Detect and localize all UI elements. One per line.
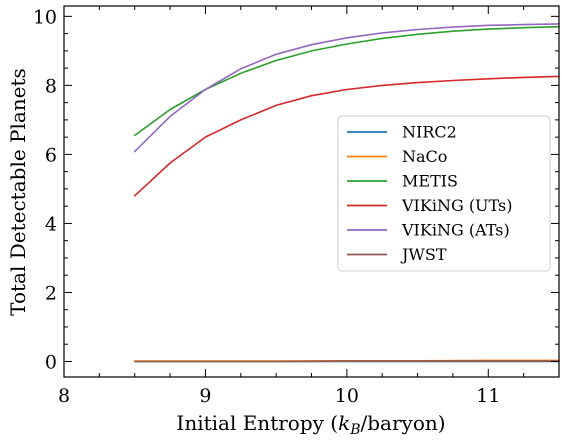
- y-tick-label: 2: [45, 282, 57, 304]
- legend-label-metis: METIS: [402, 172, 458, 191]
- series-line-viking-ats: [133, 23, 560, 153]
- y-axis-label: Total Detectable Planets: [6, 68, 30, 316]
- x-axis-label-subscript: B: [349, 422, 360, 438]
- legend-label-nirc2: NIRC2: [402, 123, 457, 142]
- x-tick-label: 11: [476, 385, 500, 407]
- x-axis-label-main: Initial Entropy (: [176, 411, 338, 435]
- y-tick-label: 0: [45, 351, 57, 373]
- y-tick-label: 6: [45, 144, 57, 166]
- x-tick-label: 8: [58, 385, 70, 407]
- tick-labels: 8 9 10 11 0 2 4 6 8 10: [33, 6, 501, 407]
- legend-label-jwst: JWST: [400, 245, 447, 264]
- x-tick-label: 9: [199, 385, 211, 407]
- series-line-viking-uts: [133, 75, 560, 197]
- x-axis-label-symbol: k: [338, 411, 350, 435]
- y-tick-label: 4: [45, 213, 57, 235]
- legend-label-viking-uts: VIKiNG (UTs): [401, 196, 513, 215]
- legend-label-viking-ats: VIKiNG (ATs): [401, 221, 510, 240]
- legend-box: [337, 115, 551, 272]
- x-tick-label: 10: [335, 385, 359, 407]
- legend: NIRC2 NaCo METIS VIKiNG (UTs) VIKiNG (ATs) JW…: [337, 115, 551, 272]
- legend-label-naco: NaCo: [402, 147, 447, 166]
- y-tick-label: 8: [45, 75, 57, 97]
- y-tick-label: 10: [33, 6, 57, 28]
- x-axis-label: Initial Entropy (kB/baryon): [176, 411, 445, 438]
- plot-lines: [133, 23, 560, 363]
- axis-ticks: [63, 6, 560, 377]
- x-axis-label-tail: /baryon): [361, 411, 446, 435]
